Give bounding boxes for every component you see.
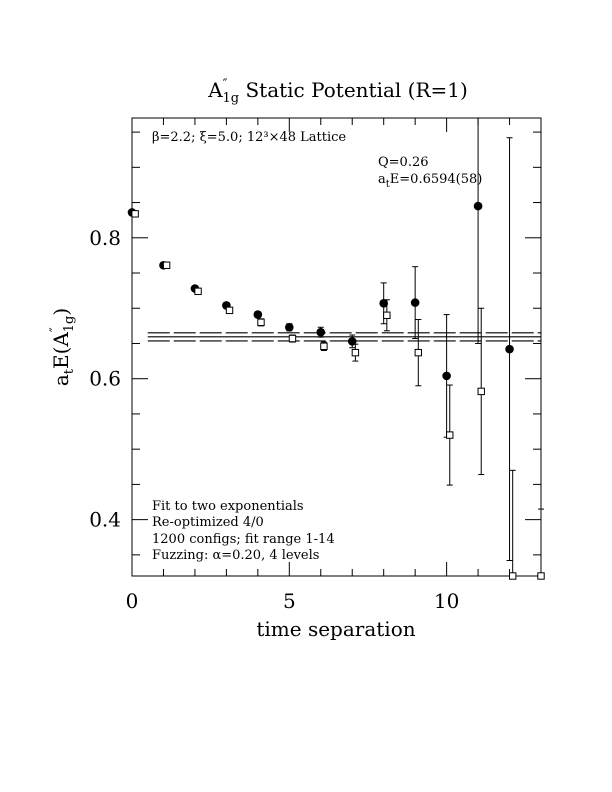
ylabel-sub1: t <box>62 368 77 374</box>
data-point-circle <box>442 371 451 381</box>
fit-band <box>147 332 541 342</box>
x-tick-label: 5 <box>283 589 296 613</box>
y-tick-label: 0.6 <box>89 367 121 391</box>
data-point-circle <box>410 298 420 307</box>
y-axis-label: atE(A″1g) <box>48 308 77 386</box>
title-main: A <box>207 78 223 102</box>
data-point-square <box>288 334 297 343</box>
data-point-square <box>257 318 265 327</box>
data-point-square <box>446 431 454 439</box>
fit-note-3: 1200 configs; fit range 1-14 <box>152 532 335 547</box>
ylabel-end: ) <box>49 308 73 316</box>
data-point-square <box>537 572 545 580</box>
ylabel-main: a <box>49 374 73 386</box>
x-tick-label: 0 <box>126 589 139 613</box>
plot-frame <box>131 117 542 577</box>
data-point-square <box>225 306 234 315</box>
title-sup: ″ <box>223 77 228 92</box>
energy-post: E=0.6594(58) <box>390 172 483 187</box>
energy-sub: t <box>386 179 390 190</box>
data-point-square <box>351 348 360 357</box>
y-tick-label: 0.8 <box>89 226 121 250</box>
fit-note-1: Fit to two exponentials <box>152 499 304 514</box>
data-point-square <box>320 342 328 350</box>
title-sub: 1g <box>223 91 240 106</box>
energy-annotation: atE=0.6594(58) <box>378 172 482 190</box>
lattice-annotation: β=2.2; ξ=5.0; 12³×48 Lattice <box>152 130 346 145</box>
data-point-circle <box>473 201 483 211</box>
data-point-square <box>131 210 139 218</box>
title-rest: Static Potential (R=1) <box>239 78 468 102</box>
data-point-circle <box>316 327 326 337</box>
data-point-circle <box>505 344 514 354</box>
y-tick-label: 0.4 <box>89 508 121 532</box>
ylabel-mid: E(A <box>49 332 73 369</box>
axis-ticks <box>131 118 542 576</box>
data-point-circle <box>347 337 357 346</box>
data-point-circle <box>253 310 263 319</box>
axis-tick-labels: 0 5 10 0.4 0.6 0.8 <box>89 226 459 613</box>
chart-title: A″ 1g Static Potential (R=1) <box>207 77 468 106</box>
x-axis-label: time separation <box>256 617 415 641</box>
data-markers <box>127 201 545 580</box>
data-point-square <box>162 261 171 269</box>
data-point-square <box>508 572 517 580</box>
fit-note-4: Fuzzing: α=0.20, 4 levels <box>152 548 319 563</box>
data-point-square <box>383 311 391 319</box>
q-annotation: Q=0.26 <box>378 155 429 170</box>
energy-pre: a <box>378 172 386 187</box>
data-point-square <box>414 348 423 357</box>
data-point-circle <box>285 322 294 332</box>
ylabel-sup: ″ <box>48 327 63 332</box>
data-point-square <box>477 387 485 396</box>
data-point-square <box>194 287 202 296</box>
data-point-circle <box>379 299 388 308</box>
ylabel-sub2: 1g <box>62 316 77 333</box>
fit-note-2: Re-optimized 4/0 <box>152 515 264 530</box>
x-tick-label: 10 <box>434 589 459 613</box>
